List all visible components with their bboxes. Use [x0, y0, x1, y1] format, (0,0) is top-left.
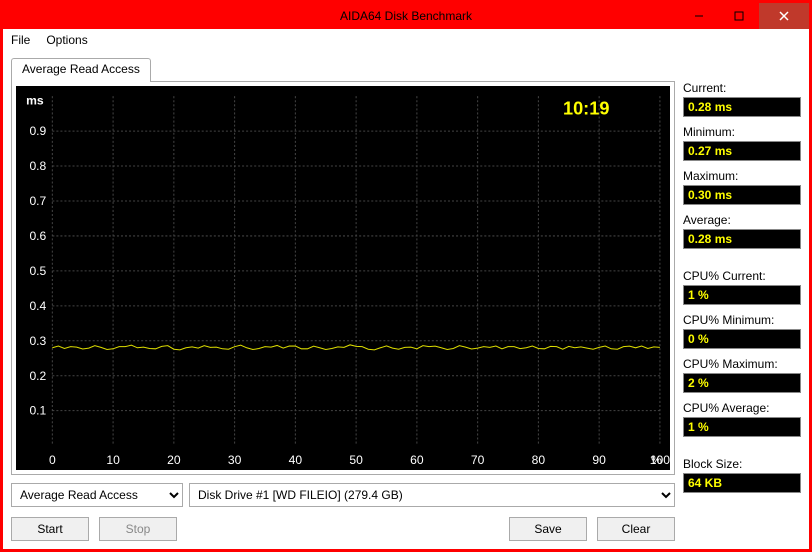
stat-cpu-minimum: CPU% Minimum: 0 %: [683, 313, 801, 349]
button-spacer: [187, 517, 499, 541]
svg-text:%: %: [651, 453, 662, 467]
svg-text:90: 90: [592, 453, 606, 467]
svg-text:20: 20: [167, 453, 181, 467]
stat-average-label: Average:: [683, 213, 801, 227]
stat-cpu-average-label: CPU% Average:: [683, 401, 801, 415]
app-window: AIDA64 Disk Benchmark File Options Avera…: [0, 0, 812, 552]
window-title: AIDA64 Disk Benchmark: [340, 9, 472, 23]
stat-cpu-minimum-value: 0 %: [683, 329, 801, 349]
stats-pane: Current: 0.28 ms Minimum: 0.27 ms Maximu…: [683, 57, 801, 541]
titlebar[interactable]: AIDA64 Disk Benchmark: [3, 3, 809, 29]
stat-maximum: Maximum: 0.30 ms: [683, 169, 801, 205]
svg-text:60: 60: [410, 453, 424, 467]
stat-block-value: 64 KB: [683, 473, 801, 493]
svg-text:50: 50: [349, 453, 363, 467]
left-pane: Average Read Access 0 10 20 30 40 50 60 70 80 90 1…: [11, 57, 675, 541]
stat-cpu-current-value: 1 %: [683, 285, 801, 305]
stat-current-label: Current:: [683, 81, 801, 95]
stat-separator: [683, 257, 801, 261]
stat-minimum: Minimum: 0.27 ms: [683, 125, 801, 161]
menu-options[interactable]: Options: [46, 33, 87, 47]
svg-text:0.9: 0.9: [29, 124, 46, 138]
tab-row: Average Read Access: [11, 57, 675, 81]
stat-cpu-maximum-value: 2 %: [683, 373, 801, 393]
stat-cpu-current: CPU% Current: 1 %: [683, 269, 801, 305]
svg-text:40: 40: [289, 453, 303, 467]
svg-text:0.4: 0.4: [29, 299, 46, 313]
stat-cpu-maximum: CPU% Maximum: 2 %: [683, 357, 801, 393]
stat-maximum-label: Maximum:: [683, 169, 801, 183]
stat-cpu-minimum-label: CPU% Minimum:: [683, 313, 801, 327]
svg-text:30: 30: [228, 453, 242, 467]
button-row: Start Stop Save Clear: [11, 517, 675, 541]
save-button[interactable]: Save: [509, 517, 587, 541]
stat-cpu-average: CPU% Average: 1 %: [683, 401, 801, 437]
svg-text:0.3: 0.3: [29, 334, 46, 348]
svg-text:ms: ms: [26, 93, 44, 107]
stat-block-size: Block Size: 64 KB: [683, 457, 801, 493]
svg-text:0.2: 0.2: [29, 369, 46, 383]
maximize-icon: [734, 11, 744, 21]
selector-row: Average Read Access Disk Drive #1 [WD FI…: [11, 483, 675, 507]
stat-average: Average: 0.28 ms: [683, 213, 801, 249]
stat-current-value: 0.28 ms: [683, 97, 801, 117]
tab-average-read-access[interactable]: Average Read Access: [11, 58, 151, 82]
minimize-icon: [694, 11, 704, 21]
stat-cpu-maximum-label: CPU% Maximum:: [683, 357, 801, 371]
minimize-button[interactable]: [679, 3, 719, 29]
menubar: File Options: [3, 29, 809, 51]
close-button[interactable]: [759, 3, 809, 29]
start-button[interactable]: Start: [11, 517, 89, 541]
svg-text:0: 0: [49, 453, 56, 467]
svg-text:0.8: 0.8: [29, 159, 46, 173]
stat-cpu-current-label: CPU% Current:: [683, 269, 801, 283]
svg-text:70: 70: [471, 453, 485, 467]
content-area: Average Read Access 0 10 20 30 40 50 60 70 80 90 1…: [3, 51, 809, 549]
svg-text:0.7: 0.7: [29, 194, 46, 208]
stop-button[interactable]: Stop: [99, 517, 177, 541]
svg-text:10:19: 10:19: [563, 98, 609, 118]
svg-text:80: 80: [532, 453, 546, 467]
svg-text:0.5: 0.5: [29, 264, 46, 278]
benchmark-chart: 0102030405060708090100%0.10.20.30.40.50.…: [16, 86, 670, 470]
stat-minimum-value: 0.27 ms: [683, 141, 801, 161]
stat-separator-2: [683, 445, 801, 449]
stat-block-label: Block Size:: [683, 457, 801, 471]
test-type-select[interactable]: Average Read Access: [11, 483, 183, 507]
menu-file[interactable]: File: [11, 33, 30, 47]
window-controls: [679, 3, 809, 29]
stat-minimum-label: Minimum:: [683, 125, 801, 139]
stat-average-value: 0.28 ms: [683, 229, 801, 249]
stat-maximum-value: 0.30 ms: [683, 185, 801, 205]
svg-text:10: 10: [106, 453, 120, 467]
chart-container: 0102030405060708090100%0.10.20.30.40.50.…: [11, 81, 675, 475]
svg-text:0.1: 0.1: [29, 404, 46, 418]
svg-text:0.6: 0.6: [29, 229, 46, 243]
drive-select[interactable]: Disk Drive #1 [WD FILEIO] (279.4 GB): [189, 483, 675, 507]
stat-current: Current: 0.28 ms: [683, 81, 801, 117]
stat-cpu-average-value: 1 %: [683, 417, 801, 437]
clear-button[interactable]: Clear: [597, 517, 675, 541]
maximize-button[interactable]: [719, 3, 759, 29]
close-icon: [778, 10, 790, 22]
